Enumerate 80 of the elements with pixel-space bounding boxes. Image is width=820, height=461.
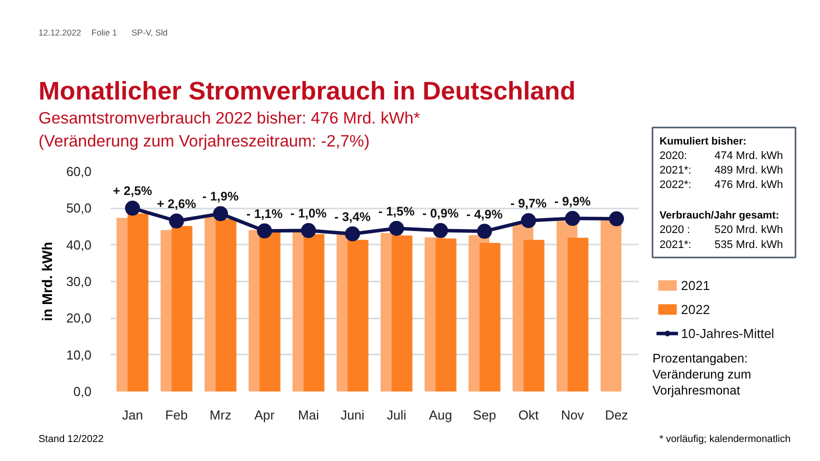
x-tick-label: Sep <box>472 408 496 422</box>
text: Folie 1 <box>92 28 118 38</box>
legend-label: 10-Jahres-Mittel <box>681 324 774 342</box>
y-tick-label: 50,0 <box>66 200 92 216</box>
bar <box>172 226 192 392</box>
bar <box>348 240 368 392</box>
y-axis-title: in Mrd. kWh <box>39 242 56 322</box>
bar <box>568 238 588 392</box>
x-tick-label: Apr <box>254 408 276 422</box>
y-tick-label: 40,0 <box>66 237 92 252</box>
x-tick-label: Juni <box>340 408 365 422</box>
bar <box>600 220 622 392</box>
text: 2020 : <box>660 224 690 236</box>
x-tick-label: Aug <box>428 408 452 422</box>
annotation: - 0,9% <box>422 206 459 221</box>
y-tick-label: 20,0 <box>66 310 92 326</box>
annotation: - 3,4% <box>334 210 371 224</box>
annotation: - 1,0% <box>290 206 327 221</box>
bar <box>128 214 148 392</box>
bar <box>304 234 324 392</box>
annotation: - 4,9% <box>466 207 503 222</box>
text: Prozentangaben: <box>652 352 748 366</box>
legend-label: 2021 <box>681 276 710 294</box>
y-tick-label: 10,0 <box>66 347 92 362</box>
bar <box>260 232 280 392</box>
text: 520 Mrd. kWh <box>714 224 783 236</box>
text: 2022*: <box>660 179 692 191</box>
x-tick-label: Juli <box>386 408 406 422</box>
x-tick-label: Nov <box>560 408 585 422</box>
text: 474 Mrd. kWh <box>714 150 783 162</box>
text: Stand 12/2022 <box>38 434 104 445</box>
text: Kumuliert bisher: <box>660 136 746 148</box>
bar <box>436 238 456 392</box>
y-tick-label: 0,0 <box>73 384 92 399</box>
x-tick-label: Dez <box>604 408 628 422</box>
text: 2021*: <box>660 239 692 251</box>
annotation: + 2,5% <box>112 184 152 198</box>
point <box>257 223 272 238</box>
y-tick-label: 60,0 <box>66 164 92 179</box>
text: 2021*: <box>660 164 692 176</box>
legend-label: 2022 <box>681 300 710 318</box>
text: Verbrauch/Jahr gesamt: <box>660 210 780 222</box>
x-tick-label: Okt <box>518 408 539 422</box>
point <box>345 226 360 242</box>
annotation: - 1,1% <box>246 206 283 221</box>
bar <box>524 240 544 392</box>
point <box>521 213 536 228</box>
text: 476 Mrd. kWh <box>714 179 783 191</box>
x-tick-label: Feb <box>165 408 188 422</box>
chart-subtitle: Gesamtstromverbrauch 2022 bisher: 476 Mrd. kWh* (Veränderung zum Vorjahreszeitraum: -2,7%) <box>38 110 421 150</box>
point <box>477 224 492 239</box>
chart-title: Monatlicher Stromverbrauch in Deutschland <box>38 78 576 106</box>
text: 489 Mrd. kWh <box>714 164 783 176</box>
text: 2020: <box>660 150 688 162</box>
bar <box>480 242 500 392</box>
text: Veränderung zum <box>652 368 752 382</box>
x-tick-label: Mrz <box>210 408 232 422</box>
text: 535 Mrd. kWh <box>714 239 783 251</box>
point <box>565 210 580 226</box>
annotation: + 2,6% <box>156 197 196 211</box>
annotation: - 1,9% <box>202 190 239 204</box>
x-tick-label: Jan <box>122 408 143 422</box>
point <box>609 211 624 226</box>
y-tick-label: 30,0 <box>66 274 92 289</box>
annotation: - 1,5% <box>378 204 415 218</box>
text: SP-V, Sld <box>132 28 168 38</box>
point <box>301 223 316 238</box>
point <box>389 220 404 236</box>
point <box>169 214 184 228</box>
point <box>213 206 228 222</box>
bar <box>216 219 236 392</box>
text: Vorjahresmonat <box>652 384 741 398</box>
annotation: - 9,9% <box>554 194 591 208</box>
point <box>433 223 448 238</box>
annotation: - 9,7% <box>510 196 547 211</box>
text: 12.12.2022 <box>38 28 82 38</box>
text: * vorläufig; kalendermonatlich <box>659 434 791 445</box>
point <box>125 200 140 216</box>
bar <box>392 236 412 392</box>
x-tick-label: Mai <box>298 408 320 422</box>
